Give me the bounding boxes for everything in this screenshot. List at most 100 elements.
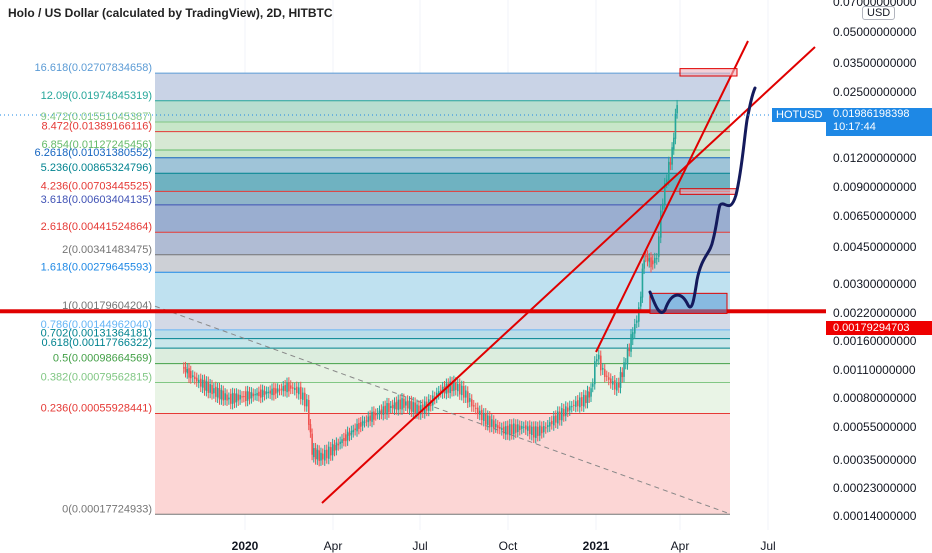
- chart-title: Holo / US Dollar (calculated by TradingV…: [8, 6, 333, 20]
- fib-zone: [155, 413, 730, 515]
- candle-body: [569, 405, 571, 411]
- candle-body: [600, 355, 602, 371]
- marked-price-badge: 0.00179294703: [826, 321, 932, 335]
- fib-zone: [155, 204, 730, 233]
- time-axis[interactable]: 2020 Apr Jul Oct 2021 Apr Jul: [0, 530, 826, 553]
- fib-level-label: 0.5(0.00098664569): [53, 353, 152, 365]
- price-tick-label: 0.00650000000: [833, 209, 917, 223]
- price-chart[interactable]: 16.618(0.02707834658) 12.09(0.01974845319…: [0, 0, 826, 530]
- candle-body: [563, 408, 565, 417]
- price-tick-label: 0.00023000000: [833, 481, 917, 495]
- candle-body: [378, 410, 381, 415]
- time-tick-label: 2021: [582, 539, 610, 553]
- candle-body: [382, 406, 385, 415]
- candle-body: [290, 385, 292, 389]
- candle-body: [543, 426, 545, 433]
- candle-body: [230, 393, 232, 404]
- candle-body: [483, 413, 485, 421]
- candle-body: [585, 395, 587, 404]
- price-axis[interactable]: 0.07000000000 0.05000000000 0.03500000000 0…: [826, 0, 932, 550]
- candle-body: [393, 402, 396, 410]
- time-tick-label: Jul: [760, 539, 776, 553]
- candle-body: [209, 384, 211, 393]
- price-tick-label: 0.00220000000: [833, 306, 917, 320]
- candle-body: [360, 422, 362, 427]
- candle-body: [535, 426, 537, 438]
- candle-body: [308, 399, 310, 425]
- candle-body: [216, 387, 219, 398]
- candle-body: [614, 380, 616, 390]
- candle-body: [369, 415, 371, 421]
- candle-body: [527, 426, 529, 431]
- candle-body: [218, 388, 221, 400]
- candle-body: [459, 383, 461, 395]
- candle-body: [190, 370, 192, 379]
- price-tick-label: 0.00080000000: [833, 391, 917, 405]
- candle-body: [207, 381, 210, 393]
- projection-path: [648, 86, 757, 314]
- candle-body: [363, 421, 366, 423]
- candle-body: [495, 423, 497, 428]
- candle-body: [660, 210, 662, 238]
- candle-body: [586, 390, 589, 403]
- candle-body: [539, 425, 541, 436]
- candle-body: [505, 426, 507, 435]
- candle-body: [343, 437, 345, 441]
- candle-body: [300, 386, 302, 400]
- candle-body: [183, 367, 185, 369]
- candle-body: [335, 442, 338, 450]
- price-tick-label: 0.00300000000: [833, 277, 917, 291]
- fib-zone: [155, 191, 730, 205]
- candle-body: [666, 179, 668, 183]
- candle-body: [606, 375, 608, 377]
- candle-body: [341, 439, 343, 444]
- price-tick-label: 0.00035000000: [833, 453, 917, 467]
- candle-body: [625, 363, 627, 365]
- candle-body: [515, 424, 517, 433]
- candle-body: [288, 382, 290, 392]
- candle-body: [501, 427, 503, 431]
- candle-body: [438, 391, 440, 395]
- fib-zone: [155, 329, 730, 339]
- fib-level-label: 16.618(0.02707834658): [35, 62, 152, 74]
- candle-body: [573, 404, 575, 406]
- last-price-value: 0.01986198398: [833, 108, 910, 120]
- candle-body: [271, 388, 273, 395]
- candle-body: [248, 391, 251, 400]
- candle-body: [581, 397, 583, 406]
- candle-body: [384, 405, 386, 414]
- candle-body: [531, 426, 533, 436]
- candle-body: [648, 258, 651, 263]
- candle-body: [224, 393, 226, 400]
- fib-level-label: 0.382(0.00079562815): [41, 372, 152, 384]
- fib-level-label: 0.786(0.00144962040): [41, 319, 152, 331]
- candle-body: [463, 386, 465, 398]
- time-tick-label: Oct: [498, 539, 518, 553]
- candle-body: [551, 420, 553, 425]
- candle-body: [256, 392, 258, 396]
- candle-body: [326, 449, 328, 459]
- candle-body: [626, 349, 629, 365]
- candle-body: [519, 425, 521, 431]
- currency-button[interactable]: USD: [862, 6, 896, 20]
- candle-body: [471, 399, 473, 407]
- candle-body: [525, 425, 527, 430]
- time-tick-label: 2020: [231, 539, 259, 553]
- candle-body: [348, 432, 351, 436]
- candle-body: [354, 428, 356, 431]
- candle-body: [547, 425, 549, 428]
- fib-level-label: 0.236(0.00055928441): [41, 402, 152, 414]
- candle-body: [658, 236, 660, 257]
- candle-body: [485, 413, 487, 425]
- candle-body: [186, 369, 189, 374]
- candle-body: [557, 411, 559, 424]
- candle-body: [273, 387, 275, 396]
- candle-body: [440, 389, 442, 393]
- trendline-steep: [595, 40, 749, 353]
- candle-body: [565, 406, 567, 416]
- candle-body: [537, 426, 539, 436]
- candle-body: [239, 394, 241, 400]
- candle-body: [328, 446, 330, 459]
- candle-body: [405, 401, 407, 406]
- price-tick-label: 0.00055000000: [833, 420, 917, 434]
